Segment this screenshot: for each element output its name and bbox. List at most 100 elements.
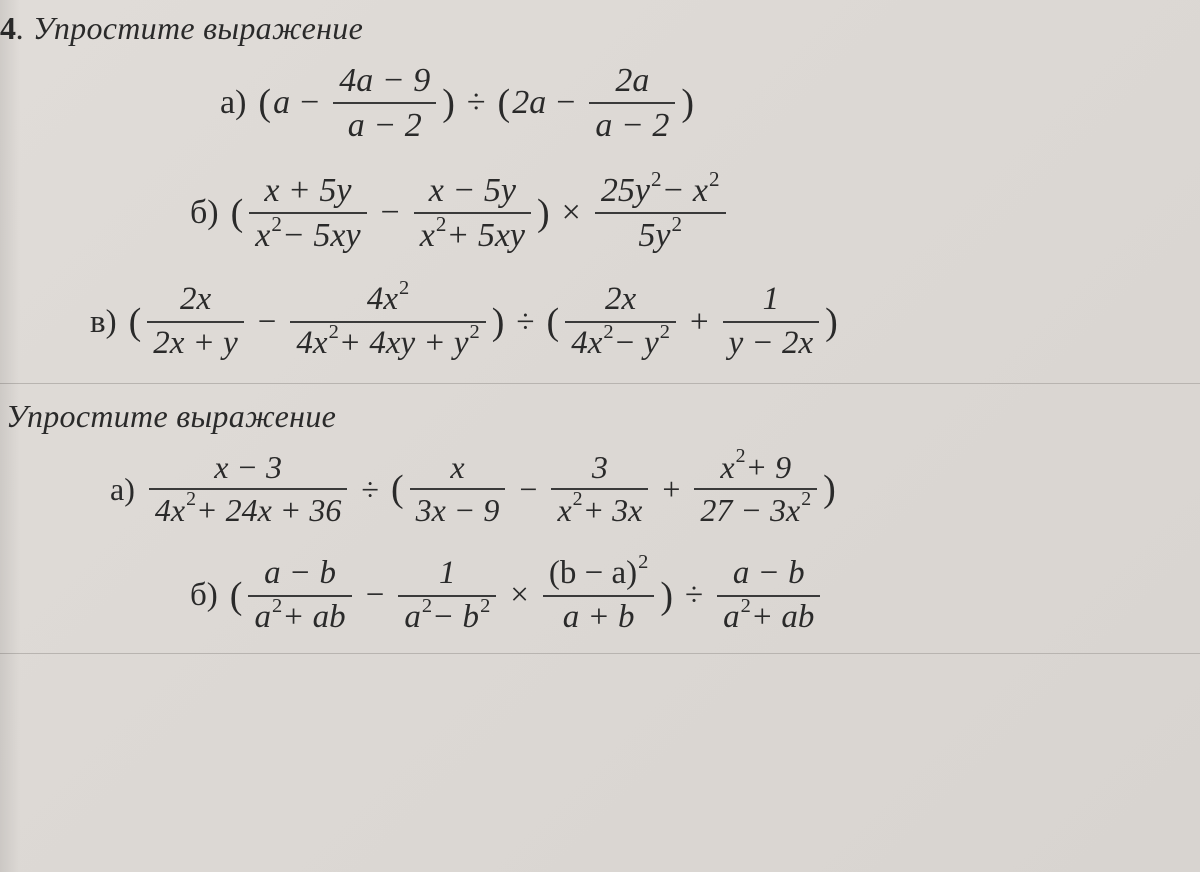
problem-2b: б) ( a − b a2 + ab − 1 a2 − b2 × (b −	[0, 549, 1200, 653]
frac: x + 5y x2 − 5xy	[249, 171, 366, 255]
t: 5y2	[632, 216, 688, 255]
t: 2	[660, 321, 670, 345]
t: 2	[470, 321, 480, 345]
t: 27 − 3x2	[694, 492, 817, 529]
section2-header: Упростите выражение	[0, 383, 1200, 439]
t: 4x2 − y2	[565, 325, 676, 363]
t: + 4xy + y	[339, 325, 469, 363]
t: 2	[399, 277, 409, 301]
t: 2	[436, 212, 447, 236]
t: 2a	[512, 84, 546, 122]
t: x2 + 9	[714, 449, 797, 486]
t: − x	[661, 171, 708, 210]
t: 4x2 + 24x + 36	[149, 492, 348, 529]
t: + ab	[751, 599, 815, 637]
frac: x − 5y x2 + 5xy	[414, 171, 531, 255]
problem-1v: в) ( 2x 2x + y − 4x2 4x2 + 4xy + y2 ) ÷ …	[0, 275, 1200, 383]
label-1v: в)	[90, 304, 117, 341]
section1-number: 4	[0, 10, 16, 46]
t: + 3x	[583, 492, 643, 529]
t: 4x	[296, 325, 327, 363]
t: a − b	[727, 555, 811, 593]
t: 2	[671, 212, 682, 236]
op: ÷	[467, 84, 486, 122]
expr-1v: в) ( 2x 2x + y − 4x2 4x2 + 4xy + y2 ) ÷ …	[90, 281, 840, 363]
frac: 2x 4x2 − y2	[565, 281, 676, 363]
t: 5y	[638, 216, 670, 255]
t: x	[557, 492, 571, 529]
t: a − 2	[589, 106, 675, 145]
section2-title: Упростите выражение	[6, 398, 336, 434]
t: − b	[432, 599, 479, 637]
frac: x − 3 4x2 + 24x + 36	[149, 449, 348, 529]
frac: 1 y − 2x	[723, 281, 820, 363]
frac: 4x2 4x2 + 4xy + y2	[290, 281, 485, 363]
t: a2 + ab	[717, 599, 820, 637]
t: − 5xy	[282, 216, 361, 255]
t: 2	[741, 595, 751, 619]
frac: 2x 2x + y	[147, 281, 244, 363]
t: 4x	[367, 281, 398, 319]
label-2a: а)	[110, 471, 135, 508]
t: 2	[422, 595, 432, 619]
t: 2x + y	[147, 325, 244, 363]
t: 2	[638, 551, 648, 575]
t: + 5xy	[446, 216, 525, 255]
t: x2 + 5xy	[414, 216, 531, 255]
frac: (b − a)2 a + b	[543, 555, 654, 637]
problem-1b: б) ( x + 5y x2 − 5xy − x − 5y x2 + 5xy )…	[0, 165, 1200, 261]
t: 2	[651, 167, 662, 191]
frac: a − b a2 + ab	[248, 555, 351, 637]
op: ÷	[361, 471, 379, 508]
t: x − 5y	[423, 171, 522, 210]
label-1b: б)	[190, 194, 219, 232]
t: 2	[329, 321, 339, 345]
bottom-divider	[0, 653, 1200, 654]
t: 2a	[609, 61, 655, 100]
section1-title: Упростите выражение	[33, 10, 363, 46]
t: x	[444, 449, 470, 486]
t: 2	[736, 445, 746, 468]
t: 2	[603, 321, 613, 345]
t: 2	[801, 488, 811, 511]
t: a	[254, 599, 271, 637]
t: a − b	[258, 555, 342, 593]
t: + 24x + 36	[196, 492, 341, 529]
label-2b: б)	[190, 577, 218, 614]
t: 2	[272, 595, 282, 619]
frac: 25y2 − x2 5y2	[595, 171, 726, 255]
t: 3x − 9	[410, 492, 506, 529]
t: 27 − 3x	[700, 492, 800, 529]
t: 2	[480, 595, 490, 619]
t: 1	[433, 555, 462, 593]
t: x − 3	[208, 449, 288, 486]
op: ÷	[685, 577, 703, 614]
t: a	[404, 599, 421, 637]
t: + 9	[746, 449, 792, 486]
t: a − 2	[342, 106, 428, 145]
t: 2	[186, 488, 196, 511]
expr-2a: а) x − 3 4x2 + 24x + 36 ÷ ( x 3x − 9 − 3	[110, 449, 838, 529]
t: x2 + 3x	[551, 492, 648, 529]
frac: x 3x − 9	[410, 449, 506, 529]
t: 1	[757, 281, 786, 319]
t: 3	[586, 449, 614, 486]
t: x	[255, 216, 270, 255]
t: 2	[709, 167, 720, 191]
label-1a: а)	[220, 84, 246, 122]
t: 2x	[599, 281, 642, 319]
t: 4x2	[361, 281, 415, 319]
t: a	[723, 599, 740, 637]
t: 2x	[174, 281, 217, 319]
t: 4x	[155, 492, 185, 529]
frac: 2a a − 2	[589, 61, 675, 145]
section1-header: 4. Упростите выражение	[0, 0, 1200, 55]
t: 2	[271, 212, 282, 236]
expr-2b: б) ( a − b a2 + ab − 1 a2 − b2 × (b −	[190, 555, 824, 637]
t: + ab	[282, 599, 346, 637]
problem-2a: а) x − 3 4x2 + 24x + 36 ÷ ( x 3x − 9 − 3	[0, 443, 1200, 535]
t: x	[420, 216, 435, 255]
t: (b − a)2	[543, 555, 654, 593]
t: 4x2 + 4xy + y2	[290, 325, 485, 363]
frac: 3 x2 + 3x	[551, 449, 648, 529]
